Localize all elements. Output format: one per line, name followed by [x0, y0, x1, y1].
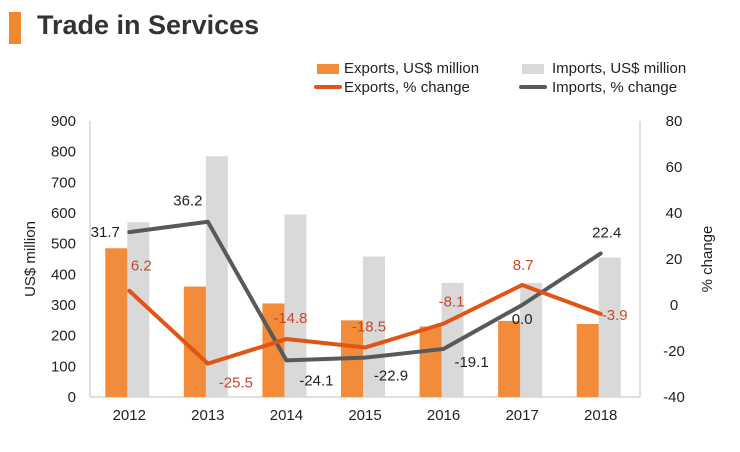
exports-bar	[105, 248, 128, 397]
y2-axis-label: % change	[699, 226, 716, 293]
exports-change-label: 8.7	[513, 257, 534, 274]
imports-bar	[363, 256, 385, 397]
x-tick-label: 2012	[113, 407, 146, 424]
exports-change-label: -8.1	[439, 294, 465, 311]
exports-bar	[498, 320, 521, 397]
legend-imports-line-label: Imports, % change	[552, 79, 677, 96]
imports-bar	[520, 282, 543, 397]
legend-exports-bar-swatch	[317, 64, 339, 74]
exports-bar	[419, 326, 442, 397]
y-tick-label: 0	[68, 389, 76, 406]
y-tick-label: 100	[51, 358, 76, 375]
legend-imports-bar-swatch	[522, 64, 544, 74]
imports-bar	[598, 257, 621, 397]
y-tick-label: 700	[51, 174, 76, 191]
imports-change-label: -19.1	[454, 354, 488, 371]
y2-tick-label: 40	[666, 205, 683, 222]
y-tick-label: 800	[51, 144, 76, 161]
chart-title: Trade in Services	[37, 10, 260, 40]
imports-bar	[284, 214, 307, 397]
y-tick-label: 600	[51, 205, 76, 222]
legend-imports-bar-label: Imports, US$ million	[552, 60, 686, 77]
exports-change-label: -14.8	[273, 310, 307, 327]
y2-tick-label: 60	[666, 159, 683, 176]
x-tick-label: 2018	[584, 407, 617, 424]
imports-bar	[441, 282, 464, 397]
exports-change-label: 6.2	[131, 258, 152, 275]
y2-tick-label: -20	[663, 343, 685, 360]
imports-change-label: 36.2	[173, 193, 202, 210]
y-tick-label: 300	[51, 297, 76, 314]
y-axis-label: US$ million	[22, 221, 39, 297]
x-tick-label: 2014	[270, 407, 303, 424]
y2-tick-label: 20	[666, 251, 683, 268]
x-tick-label: 2015	[348, 407, 381, 424]
y2-tick-label: 0	[670, 297, 678, 314]
exports-change-line	[127, 282, 603, 366]
exports-change-label: -18.5	[352, 319, 386, 336]
title-accent-bar	[9, 12, 21, 44]
imports-change-line	[127, 219, 603, 363]
legend-exports-bar-label: Exports, US$ million	[344, 60, 479, 77]
imports-bar	[205, 156, 228, 397]
y2-tick-label: -40	[663, 389, 685, 406]
imports-change-label: 22.4	[592, 224, 621, 241]
imports-change-label: -24.1	[299, 372, 333, 389]
exports-change-label: -25.5	[219, 375, 253, 392]
x-tick-label: 2017	[505, 407, 538, 424]
exports-bar	[576, 324, 599, 397]
y-tick-label: 900	[51, 113, 76, 130]
imports-change-label: -22.9	[374, 368, 408, 385]
x-tick-label: 2016	[427, 407, 460, 424]
x-tick-label: 2013	[191, 407, 224, 424]
legend-exports-line-label: Exports, % change	[344, 79, 470, 96]
y2-tick-label: 80	[666, 113, 683, 130]
imports-change-label: 0.0	[512, 311, 533, 328]
imports-bar	[127, 222, 150, 397]
y-tick-label: 200	[51, 328, 76, 345]
y-tick-label: 400	[51, 266, 76, 283]
y-tick-label: 500	[51, 236, 76, 253]
imports-change-label: 31.7	[91, 224, 120, 241]
exports-bar	[183, 286, 206, 397]
exports-change-label: -3.9	[602, 307, 628, 324]
